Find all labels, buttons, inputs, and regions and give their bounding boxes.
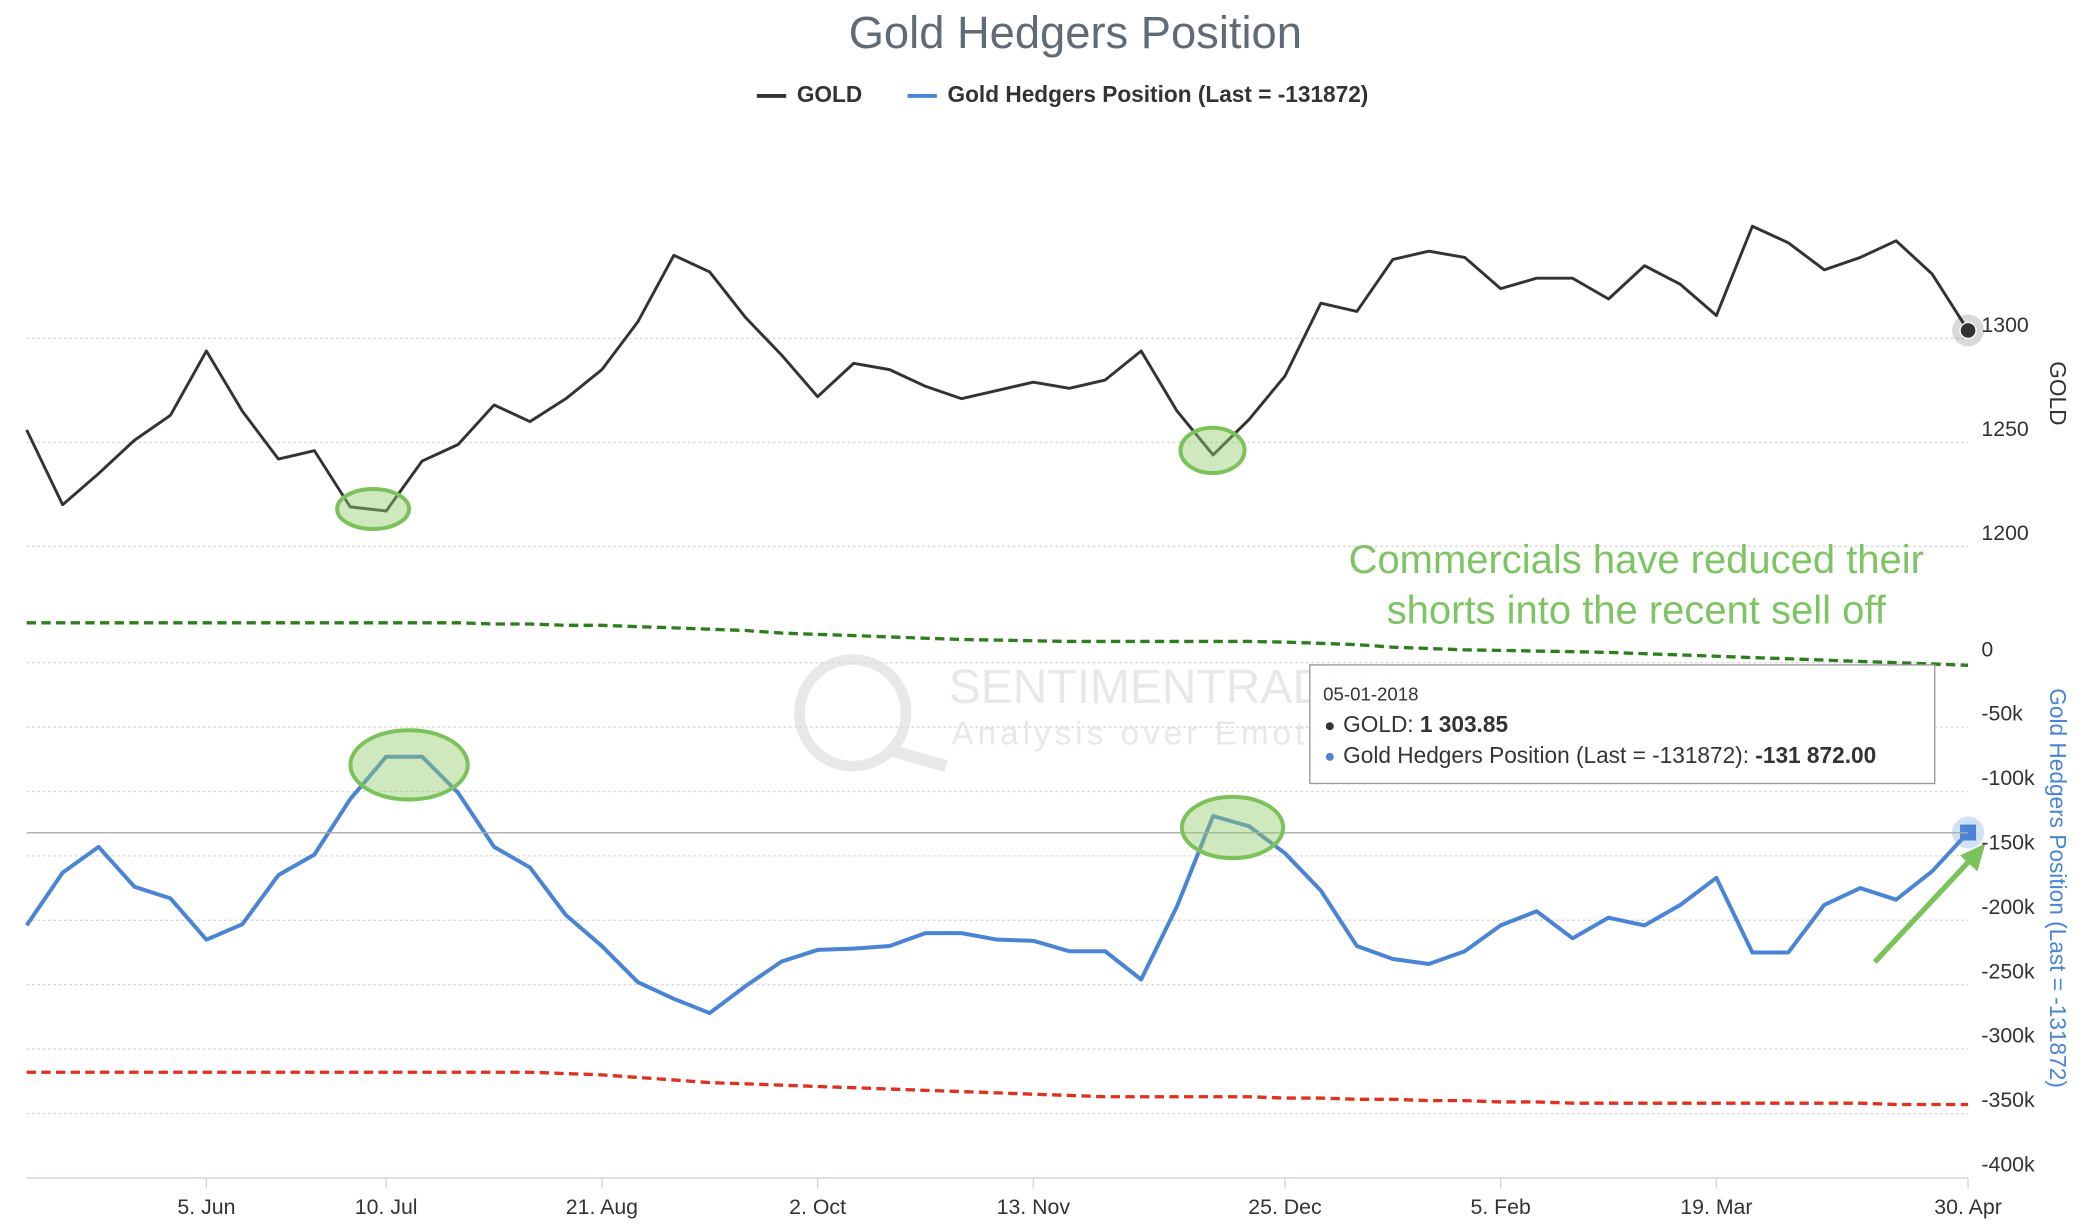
highlight bbox=[1179, 794, 1286, 861]
tooltip-date: 05-01-2018 bbox=[1323, 683, 1418, 704]
y-tick-label: 1250 bbox=[1981, 417, 2029, 441]
legend-label: GOLD bbox=[797, 81, 862, 107]
tooltip-value: -131 872.00 bbox=[1755, 742, 1876, 768]
y-tick-label: -50k bbox=[1981, 702, 2023, 726]
y-tick-label: -350k bbox=[1981, 1088, 2035, 1112]
y-tick-label: -400k bbox=[1981, 1153, 2035, 1177]
tooltip-value: 1 303.85 bbox=[1420, 711, 1508, 737]
arrow-head bbox=[1960, 843, 1986, 872]
tooltip-item: GOLD: 1 303.85 bbox=[1343, 711, 1508, 737]
series-line bbox=[26, 621, 1969, 667]
tooltip: 05-01-2018 GOLD: 1 303.85 Gold Hedgers P… bbox=[1309, 664, 1936, 785]
x-tick-label: 21. Aug bbox=[566, 1195, 638, 1219]
x-tick-label: 25. Dec bbox=[1248, 1195, 1322, 1219]
x-tick-label: 5. Jun bbox=[177, 1195, 235, 1219]
annotation: shorts into the recent sell off bbox=[1387, 588, 1887, 632]
x-tick-label: 19. Mar bbox=[1680, 1195, 1752, 1219]
highlights bbox=[335, 425, 1286, 861]
y-tick-label: 1200 bbox=[1981, 521, 2029, 545]
x-tick-label: 13. Nov bbox=[997, 1195, 1071, 1219]
highlight bbox=[335, 487, 412, 531]
watermark-text: Analysis over Emotion bbox=[951, 715, 1364, 752]
y-axis-title: GOLD bbox=[2045, 361, 2071, 425]
series-line bbox=[25, 754, 1970, 1016]
y-tick-label: 1300 bbox=[1981, 313, 2029, 337]
y-axis-title: Gold Hedgers Position (Last = -131872) bbox=[2045, 688, 2071, 1088]
x-tick-label: 10. Jul bbox=[355, 1195, 418, 1219]
last-marker bbox=[1959, 321, 1977, 340]
tooltip-item: Gold Hedgers Position (Last = -131872): … bbox=[1343, 742, 1876, 768]
tooltip-box bbox=[1309, 664, 1936, 785]
y-tick-label: -150k bbox=[1981, 831, 2035, 855]
tooltip-dot bbox=[1325, 752, 1334, 761]
y-tick-label: -250k bbox=[1981, 959, 2035, 983]
highlight bbox=[1178, 425, 1247, 476]
tooltip-dot bbox=[1325, 722, 1334, 731]
watermark-logo bbox=[888, 744, 948, 772]
x-tick-label: 5. Feb bbox=[1470, 1195, 1530, 1219]
y-tick-label: 0 bbox=[1981, 637, 1993, 661]
arrow-shaft bbox=[1872, 856, 1975, 964]
y-tick-label: -300k bbox=[1981, 1024, 2035, 1048]
tooltip-name: GOLD: bbox=[1343, 711, 1413, 737]
watermark: SENTIMENTRADER Analysis over Emotion bbox=[794, 654, 1394, 772]
y-tick-label: -100k bbox=[1981, 766, 2035, 790]
arrow bbox=[1872, 843, 1986, 964]
series-line bbox=[25, 224, 1970, 513]
series-line bbox=[26, 1070, 1969, 1107]
watermark-logo bbox=[794, 654, 912, 772]
highlight bbox=[348, 728, 470, 802]
last-marker bbox=[1960, 824, 1977, 841]
annotation: Commercials have reduced their bbox=[1349, 538, 1924, 582]
y-tick-label: -200k bbox=[1981, 895, 2035, 919]
x-tick-label: 2. Oct bbox=[789, 1195, 846, 1219]
x-tick-label: 30. Apr bbox=[1934, 1195, 2002, 1219]
chart-title: Gold Hedgers Position bbox=[849, 7, 1302, 58]
tooltip-name: Gold Hedgers Position (Last = -131872): bbox=[1343, 742, 1749, 768]
legend-label: Gold Hedgers Position (Last = -131872) bbox=[948, 81, 1369, 107]
